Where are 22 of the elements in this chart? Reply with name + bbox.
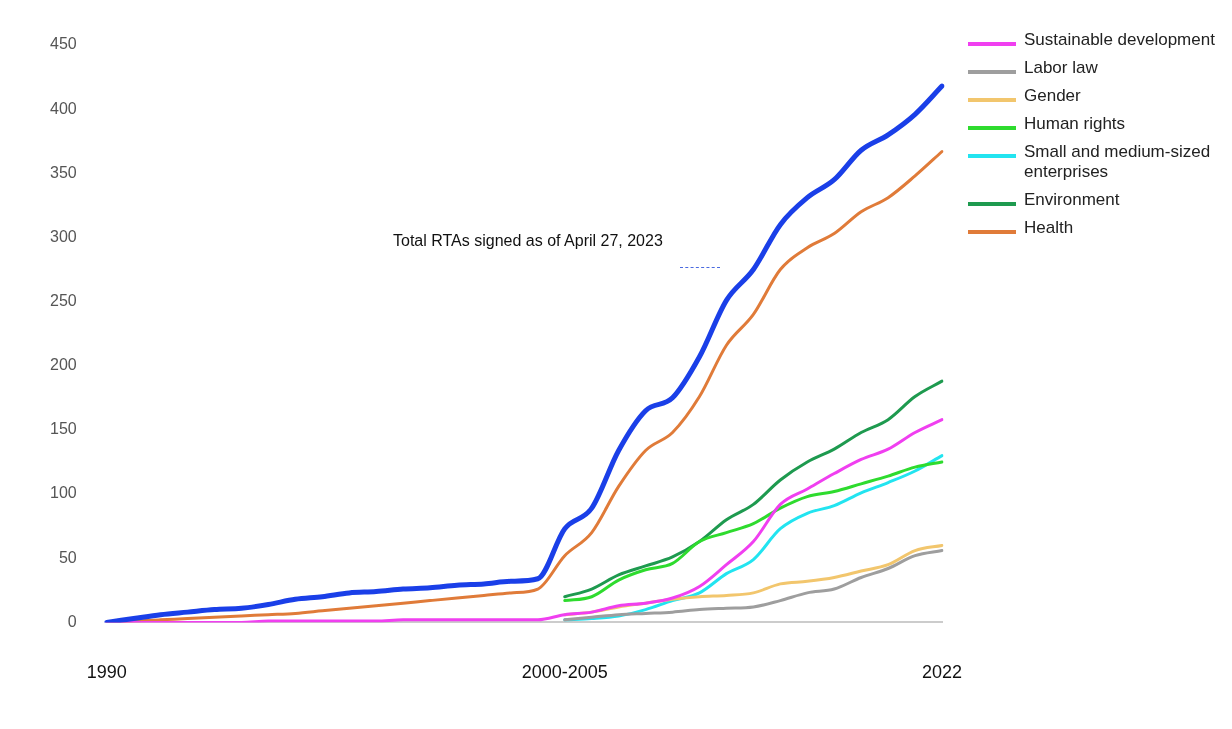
y-tick-label: 350 bbox=[49, 163, 77, 181]
legend-label: Environment bbox=[1024, 190, 1120, 210]
legend-label: Health bbox=[1024, 218, 1074, 238]
legend-label: Small and medium-sized enterprises bbox=[1024, 142, 1212, 182]
y-tick-label: 150 bbox=[49, 420, 77, 438]
legend-label: Human rights bbox=[1024, 114, 1126, 134]
legend-label: Gender bbox=[1024, 86, 1081, 106]
line-series bbox=[563, 379, 944, 599]
y-tick-label: 0 bbox=[67, 612, 77, 630]
y-tick-label: 50 bbox=[58, 548, 77, 566]
legend-label: Labor law bbox=[1024, 58, 1098, 78]
y-tick-label: 450 bbox=[49, 35, 77, 53]
annotation: Total RTAs signed as of April 27, 2023 bbox=[393, 231, 664, 251]
y-tick-label: 300 bbox=[49, 227, 77, 245]
y-tick-label: 100 bbox=[49, 484, 77, 502]
y-tick-label: 250 bbox=[49, 292, 77, 310]
legend-label: Sustainable development bbox=[1024, 30, 1215, 50]
y-tick-label: 200 bbox=[49, 356, 77, 374]
x-tick-label: 2022 bbox=[921, 662, 963, 683]
y-tick-label: 400 bbox=[49, 99, 77, 117]
x-tick-label: 2000-2005 bbox=[521, 662, 608, 683]
x-tick-label: 1990 bbox=[86, 662, 127, 683]
